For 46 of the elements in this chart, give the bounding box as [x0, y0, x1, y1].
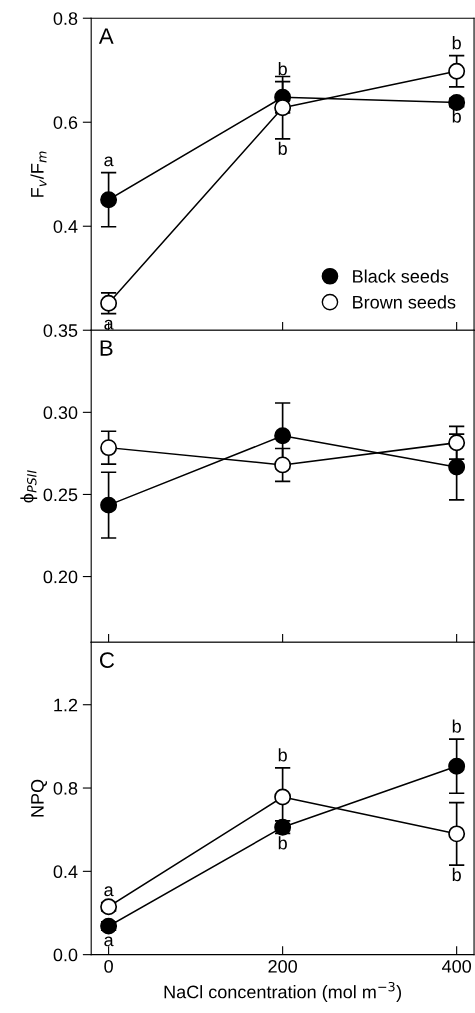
y-tick-label: 0.0 — [53, 948, 78, 962]
point — [100, 496, 118, 514]
annotation: b — [452, 719, 461, 733]
point — [448, 434, 466, 452]
annotation: b — [452, 867, 461, 882]
annotation: a — [104, 886, 114, 897]
y-tick-label: 0.20 — [43, 570, 78, 584]
x-tick-label: 400 — [442, 959, 472, 973]
point — [274, 99, 292, 117]
x-axis-title: NaCl concentration (mol m$^{−3}$) — [164, 981, 402, 1002]
y-axis-title: ϕ$_{PSII}$ — [20, 470, 38, 503]
y-tick-label: 0.30 — [43, 406, 78, 420]
annotation: b — [278, 62, 287, 76]
legend-label: Black seeds — [353, 269, 449, 283]
point — [274, 456, 292, 474]
annotation: a — [104, 936, 114, 947]
annotation: B — [100, 340, 113, 356]
point — [274, 788, 292, 806]
x-tick-label: 0 — [104, 959, 113, 973]
point — [448, 825, 466, 843]
annotation: C — [99, 652, 115, 668]
annotation: b — [278, 141, 287, 155]
annotation: b — [452, 109, 461, 123]
y-tick-label: 1.2 — [54, 698, 78, 712]
annotation: b — [278, 748, 287, 762]
y-tick-label: 0.4 — [53, 220, 78, 233]
point — [274, 427, 292, 445]
y-tick-label: 0.8 — [53, 781, 78, 795]
annotation: A — [98, 28, 114, 44]
annotation: a — [104, 156, 114, 167]
y-axis-title: NPQ — [31, 779, 48, 817]
point — [100, 191, 118, 209]
y-tick-label: 0.6 — [53, 116, 78, 129]
point — [100, 439, 118, 457]
point — [448, 458, 466, 476]
y-axis-title: F$_{v}$/F$_{m}$ — [30, 151, 47, 197]
annotation: b — [278, 836, 287, 850]
point — [448, 757, 466, 775]
y-tick-label: 0.4 — [53, 865, 78, 879]
y-tick-label: 0.8 — [53, 12, 78, 25]
legend-label: Brown seeds — [353, 295, 456, 309]
y-tick-label: 0.35 — [43, 324, 78, 337]
annotation: b — [452, 36, 461, 50]
point — [448, 62, 466, 80]
y-tick-label: 0.25 — [43, 488, 78, 502]
x-tick-label: 200 — [268, 959, 297, 973]
